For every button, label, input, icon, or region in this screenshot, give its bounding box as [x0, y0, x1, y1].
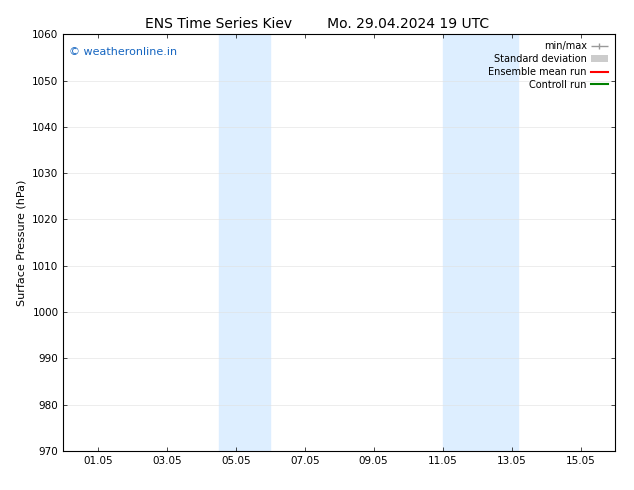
Text: ENS Time Series Kiev        Mo. 29.04.2024 19 UTC: ENS Time Series Kiev Mo. 29.04.2024 19 U… [145, 17, 489, 31]
Bar [443, 34, 519, 451]
Y-axis label: Surface Pressure (hPa): Surface Pressure (hPa) [16, 179, 27, 306]
Bar [219, 34, 270, 451]
Text: © weatheronline.in: © weatheronline.in [69, 47, 177, 57]
